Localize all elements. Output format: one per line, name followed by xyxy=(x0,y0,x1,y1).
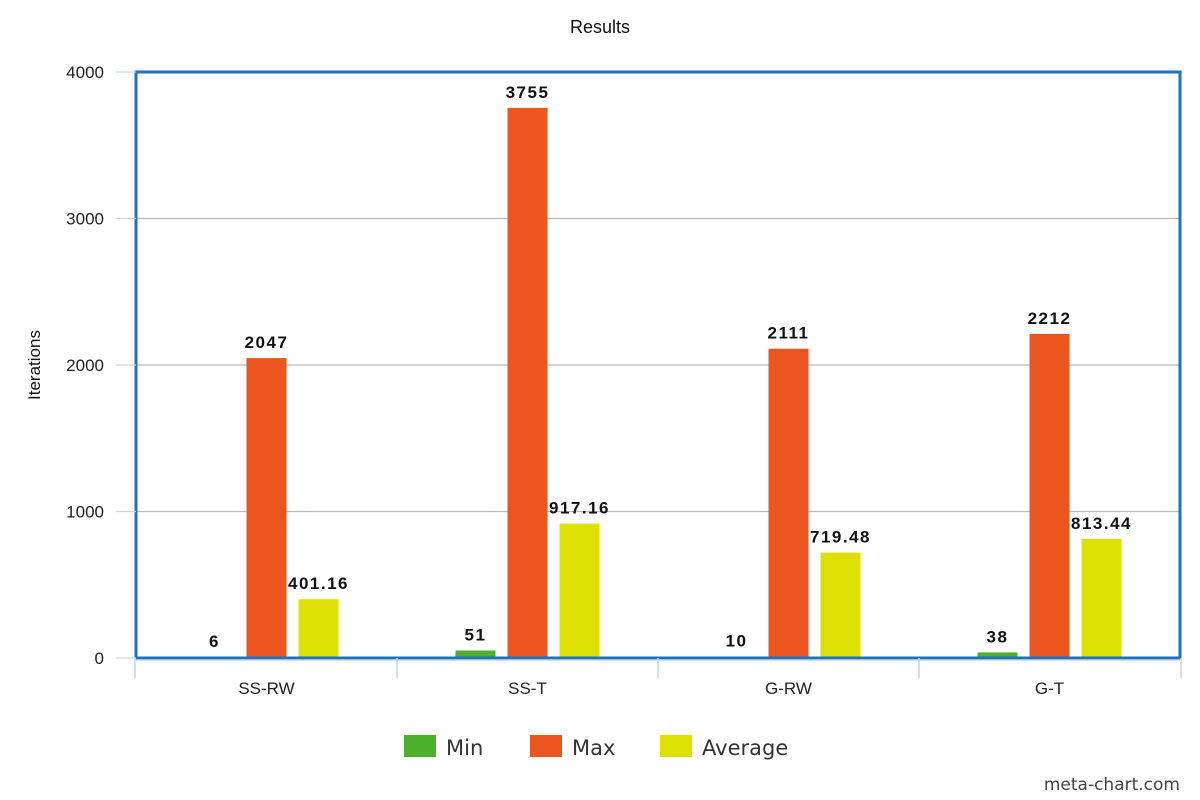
x-tick-label: G-RW xyxy=(765,679,812,698)
y-tick-label: 4000 xyxy=(66,63,104,82)
y-tick-label: 3000 xyxy=(66,210,104,229)
bar-max xyxy=(768,348,809,658)
y-tick-label: 2000 xyxy=(66,356,104,375)
legend-label: Average xyxy=(702,736,788,760)
chart-title: Results xyxy=(570,17,630,37)
legend-swatch-min xyxy=(404,735,436,757)
bar-average xyxy=(559,523,600,658)
bar-average xyxy=(298,599,339,658)
data-label: 51 xyxy=(465,626,487,645)
data-label: 2047 xyxy=(245,333,289,352)
data-label: 917.16 xyxy=(549,499,610,518)
gridlines xyxy=(136,217,1180,513)
data-label: 2111 xyxy=(768,324,810,343)
legend-swatch-max xyxy=(530,735,562,757)
legend-swatch-average xyxy=(660,735,692,757)
watermark-text: meta-chart.com xyxy=(1044,775,1180,795)
y-tick-label: 0 xyxy=(95,649,104,668)
bar-max xyxy=(246,358,287,658)
data-label: 719.48 xyxy=(810,528,871,547)
bars: 6 51 10 38 2047 3755 2111 2212 401.16 917.16 719.4… xyxy=(194,83,1132,658)
data-label: 3755 xyxy=(506,83,550,102)
x-tick-label: SS-RW xyxy=(238,679,294,698)
legend-label: Max xyxy=(572,736,615,760)
data-label: 38 xyxy=(987,627,1009,646)
bar-min xyxy=(455,650,496,658)
bar-max xyxy=(1029,333,1070,658)
x-tick-label: G-T xyxy=(1035,679,1064,698)
data-label: 2212 xyxy=(1028,309,1072,328)
x-tick-label: SS-T xyxy=(508,679,547,698)
bar-max xyxy=(507,107,548,658)
legend: Min Max Average xyxy=(404,735,788,760)
data-label: 813.44 xyxy=(1071,514,1132,533)
y-tick-label: 1000 xyxy=(66,503,104,522)
bar-average xyxy=(1081,538,1122,658)
y-axis-title: Iterations xyxy=(25,330,44,400)
x-axis: SS-RW SS-T G-RW G-T xyxy=(134,658,1182,698)
data-label: 6 xyxy=(209,632,220,651)
y-axis: 0 1000 2000 3000 4000 xyxy=(66,63,136,668)
data-label: 10 xyxy=(726,632,748,651)
bar-average xyxy=(820,552,861,658)
legend-label: Min xyxy=(446,736,483,760)
bar-min xyxy=(977,652,1018,658)
data-label: 401.16 xyxy=(288,574,349,593)
